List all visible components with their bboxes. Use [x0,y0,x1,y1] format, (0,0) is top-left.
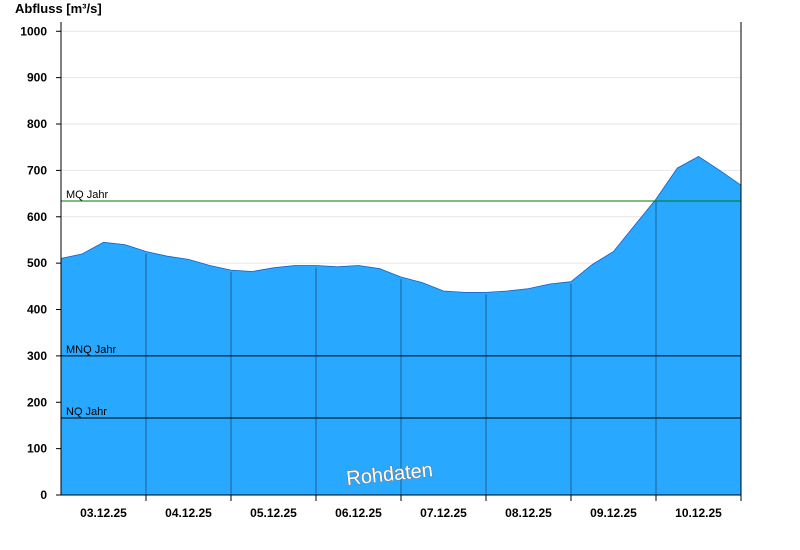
x-tick-label: 05.12.25 [250,506,297,520]
x-tick-label: 06.12.25 [335,506,382,520]
x-tick-label: 09.12.25 [590,506,637,520]
reference-line-label: NQ Jahr [66,406,107,418]
y-tick-label: 100 [27,442,47,456]
y-tick-label: 300 [27,349,47,363]
y-tick-label: 200 [27,395,47,409]
x-tick-label: 10.12.25 [675,506,722,520]
y-tick-label: 700 [27,163,47,177]
x-tick-label: 03.12.25 [80,506,127,520]
day-separators [145,201,657,495]
reference-lines: MQ Jahr MNQ Jahr NQ Jahr [61,189,741,419]
y-axis-label: Abfluss [m³/s] [15,1,102,16]
y-tick-label: 0 [40,488,47,502]
y-tick-label: 1000 [20,24,47,38]
y-tick-label: 800 [27,117,47,131]
y-tick-label: 600 [27,210,47,224]
y-tick-label: 500 [27,256,47,270]
x-tick-label: 07.12.25 [420,506,467,520]
x-tick-label: 04.12.25 [165,506,212,520]
x-tick-label: 08.12.25 [505,506,552,520]
y-tick-label: 900 [27,71,47,85]
reference-line-label: MQ Jahr [66,189,109,201]
y-tick-label: 400 [27,303,47,317]
reference-line-label: MNQ Jahr [66,344,116,356]
x-axis-ticks: 03.12.25 04.12.25 05.12.25 06.12.25 07.12.25… [80,495,742,520]
y-axis-ticks: 0 100 200 300 400 500 600 700 800 900 1000 [20,24,61,502]
